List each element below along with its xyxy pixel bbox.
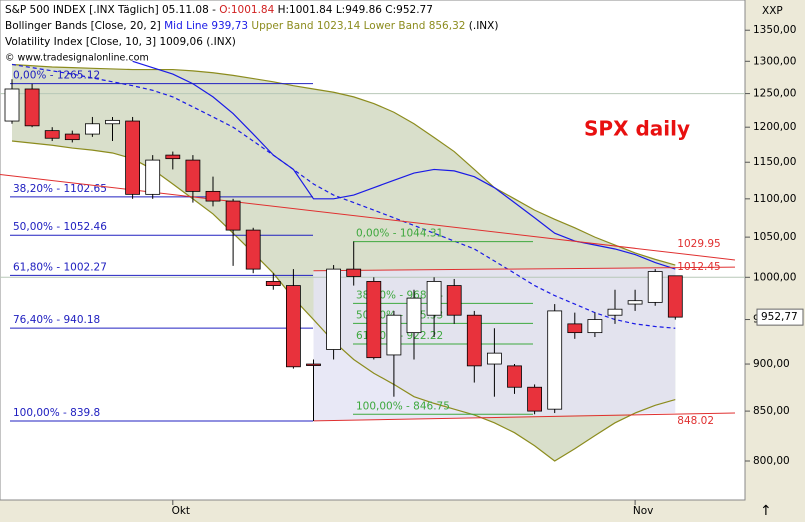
candle-body <box>225 200 241 231</box>
fib-label: 50,00% - 1052.46 <box>13 221 107 233</box>
candle-body <box>366 281 382 359</box>
candle-body <box>145 159 161 195</box>
candle-body <box>125 120 140 195</box>
candle-body <box>4 88 20 122</box>
channel-line <box>313 266 736 272</box>
x-tick-label: Okt <box>172 505 190 517</box>
y-tick-label: 850,00 <box>753 405 790 417</box>
trend-label: 1029.95 <box>677 238 720 250</box>
bollinger-name: Bollinger Bands [Close, 20, 2] <box>5 20 161 32</box>
y-tick-label: 1250,00 <box>753 88 796 100</box>
candle-body <box>507 365 522 388</box>
candle-body <box>64 133 80 141</box>
candle-body <box>607 308 623 316</box>
lower-band <box>11 140 676 462</box>
candle-body <box>386 314 402 356</box>
candle-body <box>44 130 60 139</box>
bollinger-legend: Bollinger Bands [Close, 20, 2] Mid Line … <box>5 20 498 32</box>
candle-body <box>647 271 663 303</box>
fib-label: 76,40% - 940.18 <box>13 314 100 326</box>
fib-label: 61,80% - 1002.27 <box>13 261 107 273</box>
y-tick-label: 1150,00 <box>753 156 796 168</box>
fib-label: 100,00% - 846.75 <box>356 400 450 412</box>
upper-band <box>11 63 676 266</box>
header-hlc: H:1001.84 L:949.86 C:952.77 <box>278 4 433 16</box>
candle-body <box>306 363 321 366</box>
fib-label: 0,00% - 1265.12 <box>13 70 100 82</box>
candle-body <box>667 275 683 318</box>
candle-body <box>466 314 482 367</box>
candle-body <box>567 323 583 334</box>
y-tick-label: 900,00 <box>753 358 790 370</box>
y-tick-label: 1300,00 <box>753 55 796 67</box>
y-tick-label: 1000,00 <box>753 271 796 283</box>
last-price-label: 952,77 <box>761 311 798 323</box>
y-tick-label: 1200,00 <box>753 121 796 133</box>
channel-line <box>313 412 736 422</box>
y-tick-label: 1350,00 <box>753 24 796 36</box>
candle-body <box>406 297 422 334</box>
corner-label: XXP <box>762 5 783 17</box>
copyright: © www.tradesignalonline.com <box>5 53 149 64</box>
mid-legend: Mid Line 939,73 <box>164 20 248 32</box>
x-tick-label: Nov <box>633 505 654 517</box>
bollinger-source: (.INX) <box>469 20 499 32</box>
scroll-arrow[interactable]: ↑ <box>760 503 772 519</box>
header-instrument: S&P 500 INDEX [.INX Täglich] 05.11.08 - <box>5 4 216 16</box>
y-tick-label: 1050,00 <box>753 231 796 243</box>
candle-body <box>285 285 301 368</box>
y-tick-label: 800,00 <box>753 455 790 467</box>
fib-label: 0,00% - 1044.31 <box>356 228 443 240</box>
candle-body <box>547 310 563 410</box>
volatility-legend: Volatility Index [Close, 10, 3] 1009,06 … <box>5 36 236 48</box>
y-tick-label: 1100,00 <box>753 193 796 205</box>
candle-body <box>426 281 442 316</box>
candle-body <box>346 268 362 277</box>
bands-legend: Upper Band 1023,14 Lower Band 856,32 <box>251 20 465 32</box>
header-open: O:1001.84 <box>219 4 274 16</box>
candle-body <box>205 190 221 202</box>
candle-body <box>24 88 40 127</box>
candle-body <box>165 154 181 160</box>
candle-body <box>486 352 502 365</box>
fib-label: 100,00% - 839.8 <box>13 407 100 419</box>
channel-label: 1012.45 <box>677 261 720 273</box>
candle-body <box>105 119 120 125</box>
fib-label: 38,20% - 1102.65 <box>13 183 107 195</box>
channel-label: 848.02 <box>677 415 714 427</box>
candle-body <box>527 386 542 412</box>
plot-layer: 0,00% - 1265.12 38,20% - 1102.65 50,00% - … <box>0 60 745 462</box>
candle-body <box>245 229 261 270</box>
candle-body <box>627 300 643 305</box>
candle-body <box>265 281 281 286</box>
candle-body <box>85 123 100 135</box>
trend-line <box>0 173 736 261</box>
candle-body <box>185 159 201 192</box>
last-price-box <box>756 308 804 326</box>
candle-body <box>446 285 462 316</box>
header-line: S&P 500 INDEX [.INX Täglich] 05.11.08 - … <box>5 4 433 16</box>
candle-body <box>587 319 603 334</box>
candle-body <box>326 268 342 350</box>
chart-title: SPX daily <box>584 117 690 141</box>
volatility-line <box>132 60 676 270</box>
